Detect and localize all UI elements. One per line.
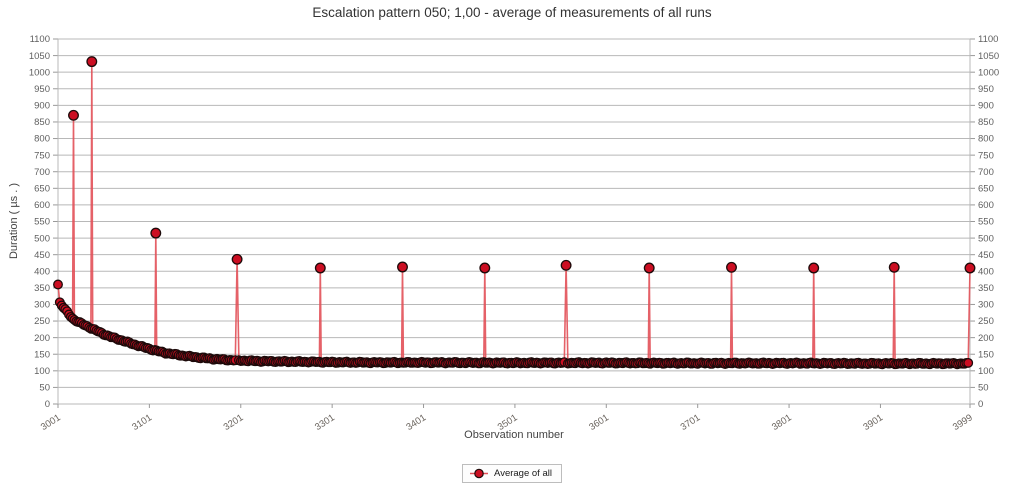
- spike-point: [86, 56, 98, 68]
- spike-point: [314, 262, 326, 274]
- y-tick-label-left: 400: [34, 266, 50, 277]
- y-tick-label-right: 800: [978, 134, 994, 145]
- y-tick-label-left: 850: [34, 117, 50, 128]
- y-tick-label-left: 250: [34, 316, 50, 327]
- y-tick-label-right: 550: [978, 217, 994, 228]
- spike-point: [560, 259, 572, 271]
- chart-title: Escalation pattern 050; 1,00 - average o…: [312, 5, 712, 20]
- y-tick-label-left: 350: [34, 283, 50, 294]
- y-tick-label-right: 700: [978, 167, 994, 178]
- y-tick-label-left: 1100: [30, 34, 50, 45]
- y-tick-label-right: 100: [978, 366, 994, 377]
- y-tick-label-left: 450: [34, 250, 50, 261]
- y-tick-label-right: 500: [978, 233, 994, 244]
- y-tick-label-right: 650: [978, 184, 994, 195]
- y-tick-label-left: 300: [34, 300, 50, 311]
- y-tick-label-right: 600: [978, 200, 994, 211]
- y-tick-label-left: 1050: [29, 51, 50, 62]
- y-tick-label-right: 1050: [978, 51, 999, 62]
- y-tick-label-left: 100: [34, 366, 50, 377]
- y-tick-label-left: 950: [34, 84, 50, 95]
- legend-entry: Average of all: [462, 464, 562, 483]
- series-line: [57, 61, 971, 366]
- y-tick-label-left: 200: [34, 333, 50, 344]
- y-tick-label-left: 50: [39, 383, 50, 394]
- spike-point: [68, 109, 79, 121]
- y-tick-label-left: 550: [34, 217, 50, 228]
- legend-label: Average of all: [494, 468, 552, 479]
- y-tick-label-left: 750: [34, 150, 50, 161]
- spike-point: [808, 262, 820, 274]
- spike-point: [726, 261, 737, 273]
- y-tick-label-right: 300: [978, 300, 994, 311]
- y-tick-label-left: 650: [34, 184, 50, 195]
- legend: Average of all: [0, 464, 1024, 483]
- y-tick-label-left: 1000: [29, 67, 50, 78]
- spike-point: [964, 262, 976, 274]
- spike-point: [397, 261, 408, 273]
- y-tick-label-right: 0: [978, 399, 983, 410]
- y-tick-label-right: 400: [978, 266, 994, 277]
- y-tick-label-right: 850: [978, 117, 994, 128]
- y-axis-label: Duration ( µs . ): [8, 182, 20, 260]
- spike-point: [231, 253, 243, 265]
- y-tick-label-left: 800: [34, 134, 50, 145]
- y-tick-label-right: 350: [978, 283, 994, 294]
- y-tick-label-right: 250: [978, 316, 994, 327]
- spike-point: [150, 227, 162, 239]
- spike-point: [643, 262, 655, 274]
- y-tick-label-left: 600: [34, 200, 50, 211]
- y-tick-label-right: 950: [978, 84, 994, 95]
- data-point: [963, 357, 974, 368]
- y-tick-label-right: 1000: [978, 67, 999, 78]
- y-tick-label-left: 700: [34, 167, 50, 178]
- y-tick-label-right: 900: [978, 101, 994, 112]
- y-tick-label-right: 1100: [978, 34, 998, 45]
- y-tick-label-right: 200: [978, 333, 994, 344]
- y-tick-label-right: 50: [978, 383, 989, 394]
- y-tick-label-right: 750: [978, 150, 994, 161]
- y-tick-label-left: 0: [45, 399, 50, 410]
- spike-point: [888, 261, 900, 273]
- data-point: [53, 279, 63, 290]
- y-tick-label-left: 900: [34, 101, 50, 112]
- y-tick-label-left: 150: [34, 349, 50, 360]
- legend-marker-icon: [470, 468, 489, 479]
- y-tick-label-right: 150: [978, 349, 994, 360]
- spike-point: [479, 262, 491, 274]
- y-tick-label-right: 450: [978, 250, 994, 261]
- x-axis-label: Observation number: [464, 429, 564, 441]
- y-tick-label-left: 500: [34, 233, 50, 244]
